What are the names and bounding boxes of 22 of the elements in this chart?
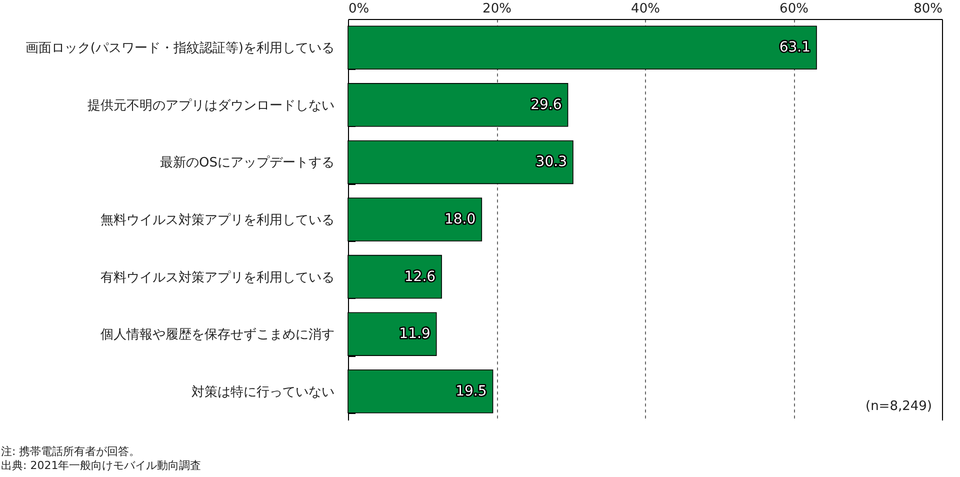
data-label: 29.6: [530, 96, 562, 113]
data-label: 63.1: [779, 40, 811, 56]
y-tick-label: 対策は特に行っていない: [192, 384, 334, 400]
y-tick-label: 最新のOSにアップデートする: [160, 156, 334, 171]
y-tick-label: 無料ウイルス対策アプリを利用している: [100, 212, 334, 228]
x-tick-label: 0%: [348, 2, 370, 16]
x-tick-label: 60%: [780, 2, 808, 16]
text: 注: 携帯電話所有者が回答。: [1, 445, 140, 458]
y-tick-label: 有料ウイルス対策アプリを利用している: [100, 269, 334, 286]
data-label: 12.6: [404, 268, 436, 285]
source-note: 出典: 2021年一般向けモバイル動向調査: [1, 459, 202, 472]
y-tick-label: 画面ロック(パスワード・指紋認証等)を利用している: [25, 41, 334, 56]
data-label: 19.5: [456, 383, 487, 400]
x-tick-label: 40%: [631, 2, 660, 16]
y-tick-label: 提供元不明のアプリはダウンロードしない: [88, 98, 334, 114]
x-tick-label: 20%: [482, 2, 512, 16]
data-label: 18.0: [444, 212, 476, 228]
y-tick-label: 個人情報や履歴を保存せずこまめに消す: [100, 328, 334, 343]
data-label: 30.3: [536, 154, 567, 170]
annotation: (n=8,249): [866, 399, 932, 414]
x-tick-label: 80%: [914, 2, 942, 16]
data-label: 11.9: [399, 326, 430, 342]
